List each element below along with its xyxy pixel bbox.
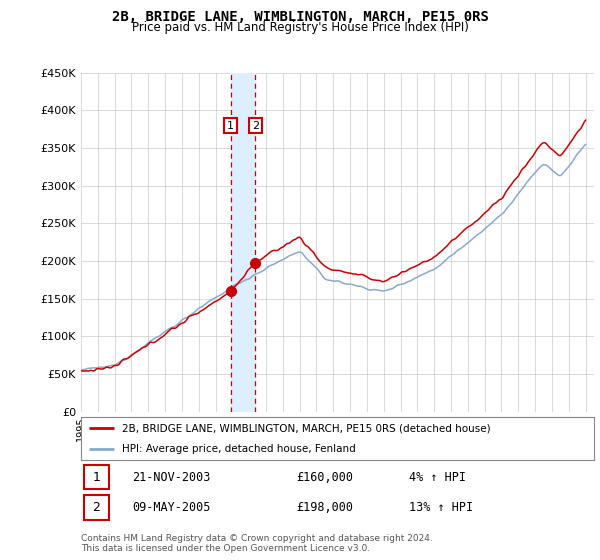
Text: 13% ↑ HPI: 13% ↑ HPI [409,501,473,514]
Bar [230,73,255,412]
Text: Price paid vs. HM Land Registry's House Price Index (HPI): Price paid vs. HM Land Registry's House … [131,21,469,34]
Text: 09-MAY-2005: 09-MAY-2005 [133,501,211,514]
Text: 2B, BRIDGE LANE, WIMBLINGTON, MARCH, PE15 0RS: 2B, BRIDGE LANE, WIMBLINGTON, MARCH, PE1… [112,10,488,24]
FancyBboxPatch shape [83,465,109,489]
Text: £198,000: £198,000 [296,501,353,514]
FancyBboxPatch shape [83,495,109,520]
Text: HPI: Average price, detached house, Fenland: HPI: Average price, detached house, Fenl… [122,444,356,454]
Text: 4% ↑ HPI: 4% ↑ HPI [409,470,466,484]
Text: 2B, BRIDGE LANE, WIMBLINGTON, MARCH, PE15 0RS (detached house): 2B, BRIDGE LANE, WIMBLINGTON, MARCH, PE1… [122,423,491,433]
Text: 21-NOV-2003: 21-NOV-2003 [133,470,211,484]
Text: Contains HM Land Registry data © Crown copyright and database right 2024.
This d: Contains HM Land Registry data © Crown c… [81,534,433,553]
Text: 1: 1 [92,470,100,484]
Text: 1: 1 [227,120,234,130]
Text: 2: 2 [251,120,259,130]
Text: £160,000: £160,000 [296,470,353,484]
Text: 2: 2 [92,501,100,514]
